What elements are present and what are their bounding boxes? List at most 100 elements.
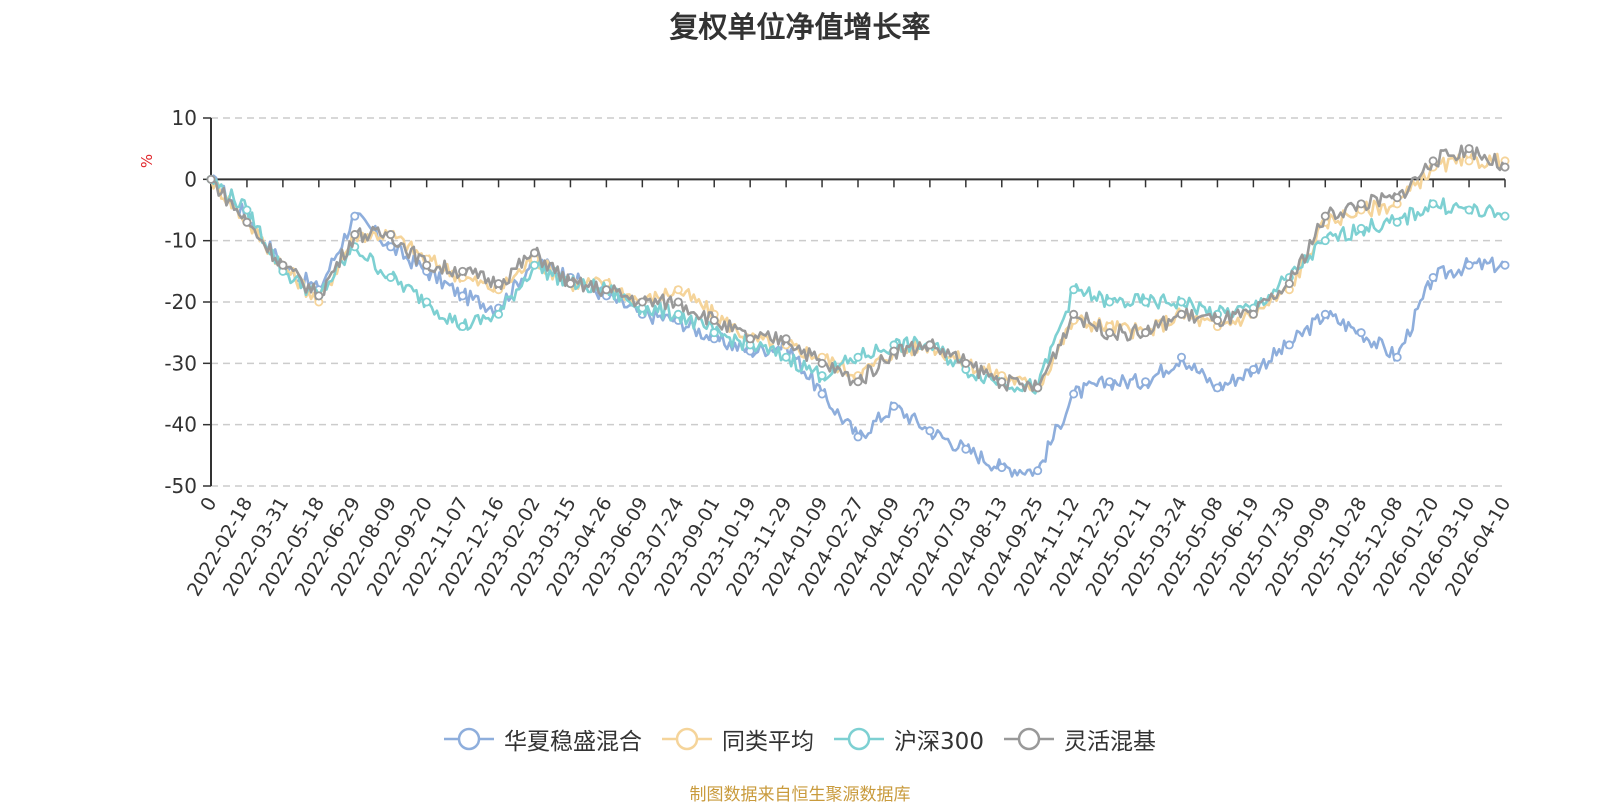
data-point <box>1392 193 1402 203</box>
data-point <box>1356 328 1366 338</box>
data-point <box>997 463 1007 473</box>
data-point <box>889 346 899 356</box>
data-point <box>1320 236 1330 246</box>
data-point <box>1464 205 1474 215</box>
data-point <box>458 322 468 332</box>
data-point <box>1500 260 1510 270</box>
data-point <box>997 377 1007 387</box>
data-point <box>1248 309 1258 319</box>
data-point <box>422 260 432 270</box>
data-point <box>242 205 252 215</box>
data-point <box>530 248 540 258</box>
data-point <box>1320 211 1330 221</box>
data-point <box>817 358 827 368</box>
data-point <box>458 291 468 301</box>
data-point <box>745 334 755 344</box>
data-point <box>1177 352 1187 362</box>
legend: 华夏稳盛混合 同类平均 沪深300 灵活混基 <box>0 722 1600 756</box>
y-tick-label: -50 <box>164 474 197 498</box>
data-point <box>1177 309 1187 319</box>
data-point <box>1500 162 1510 172</box>
legend-line-circle-icon <box>834 727 885 751</box>
data-point <box>386 230 396 240</box>
data-point <box>1356 223 1366 233</box>
legend-line-circle-icon <box>662 727 713 751</box>
data-point <box>1320 309 1330 319</box>
data-point <box>1392 217 1402 227</box>
legend-label: 同类平均 <box>722 729 815 755</box>
data-point <box>494 309 504 319</box>
data-point <box>637 297 647 307</box>
data-point <box>1177 297 1187 307</box>
data-point <box>889 401 899 411</box>
data-point <box>350 211 360 221</box>
data-point <box>1069 389 1079 399</box>
data-point <box>1248 364 1258 374</box>
legend-item[interactable]: 沪深300 <box>834 722 984 756</box>
data-point <box>1069 285 1079 295</box>
y-tick-label: 10 <box>172 106 197 130</box>
data-point <box>1033 383 1043 393</box>
data-point <box>386 242 396 252</box>
data-point <box>206 174 216 184</box>
data-point <box>1284 340 1294 350</box>
data-point <box>601 285 611 295</box>
series-line <box>209 174 1507 478</box>
data-point <box>494 279 504 289</box>
data-point <box>709 328 719 338</box>
data-point <box>781 352 791 362</box>
data-point <box>1033 466 1043 476</box>
data-point <box>1141 297 1151 307</box>
data-point <box>565 279 575 289</box>
data-point <box>709 315 719 325</box>
data-point <box>1464 144 1474 154</box>
legend-line-circle-icon <box>444 727 495 751</box>
legend-line-circle-icon <box>1003 727 1054 751</box>
y-tick-label: -30 <box>164 351 197 375</box>
data-point <box>1212 383 1222 393</box>
legend-item[interactable]: 同类平均 <box>662 722 814 756</box>
legend-label: 华夏稳盛混合 <box>504 729 643 755</box>
source-note: 制图数据来自恒生聚源数据库 <box>689 785 911 805</box>
data-point <box>1464 156 1474 166</box>
y-tick-label: 0 <box>184 167 197 191</box>
data-point <box>817 389 827 399</box>
legend-item[interactable]: 华夏稳盛混合 <box>444 722 642 756</box>
data-point <box>961 444 971 454</box>
data-point <box>925 340 935 350</box>
data-point <box>673 309 683 319</box>
data-point <box>925 426 935 436</box>
data-point <box>1464 260 1474 270</box>
data-point <box>781 334 791 344</box>
data-point <box>817 371 827 381</box>
legend-item[interactable]: 灵活混基 <box>1003 722 1156 756</box>
data-point <box>1428 199 1438 209</box>
data-point <box>314 291 324 301</box>
data-point <box>422 297 432 307</box>
data-point <box>458 266 468 276</box>
data-point <box>853 352 863 362</box>
x-tick-label: 0 <box>196 494 221 515</box>
data-point <box>1141 377 1151 387</box>
data-point <box>1428 156 1438 166</box>
data-point <box>1105 297 1115 307</box>
data-point <box>673 297 683 307</box>
data-point <box>1392 352 1402 362</box>
y-tick-label: -10 <box>164 229 197 253</box>
data-point <box>530 260 540 270</box>
data-point <box>853 377 863 387</box>
chart-title: 复权单位净值增长率 <box>669 10 931 44</box>
legend-label: 灵活混基 <box>1063 729 1156 755</box>
data-point <box>1284 279 1294 289</box>
legend-label: 沪深300 <box>894 729 984 755</box>
data-point <box>673 285 683 295</box>
data-point <box>853 432 863 442</box>
data-point <box>242 217 252 227</box>
data-point <box>961 358 971 368</box>
data-point <box>1500 211 1510 221</box>
data-point <box>1105 377 1115 387</box>
data-point <box>1069 309 1079 319</box>
data-point <box>386 272 396 282</box>
data-point <box>1428 272 1438 282</box>
